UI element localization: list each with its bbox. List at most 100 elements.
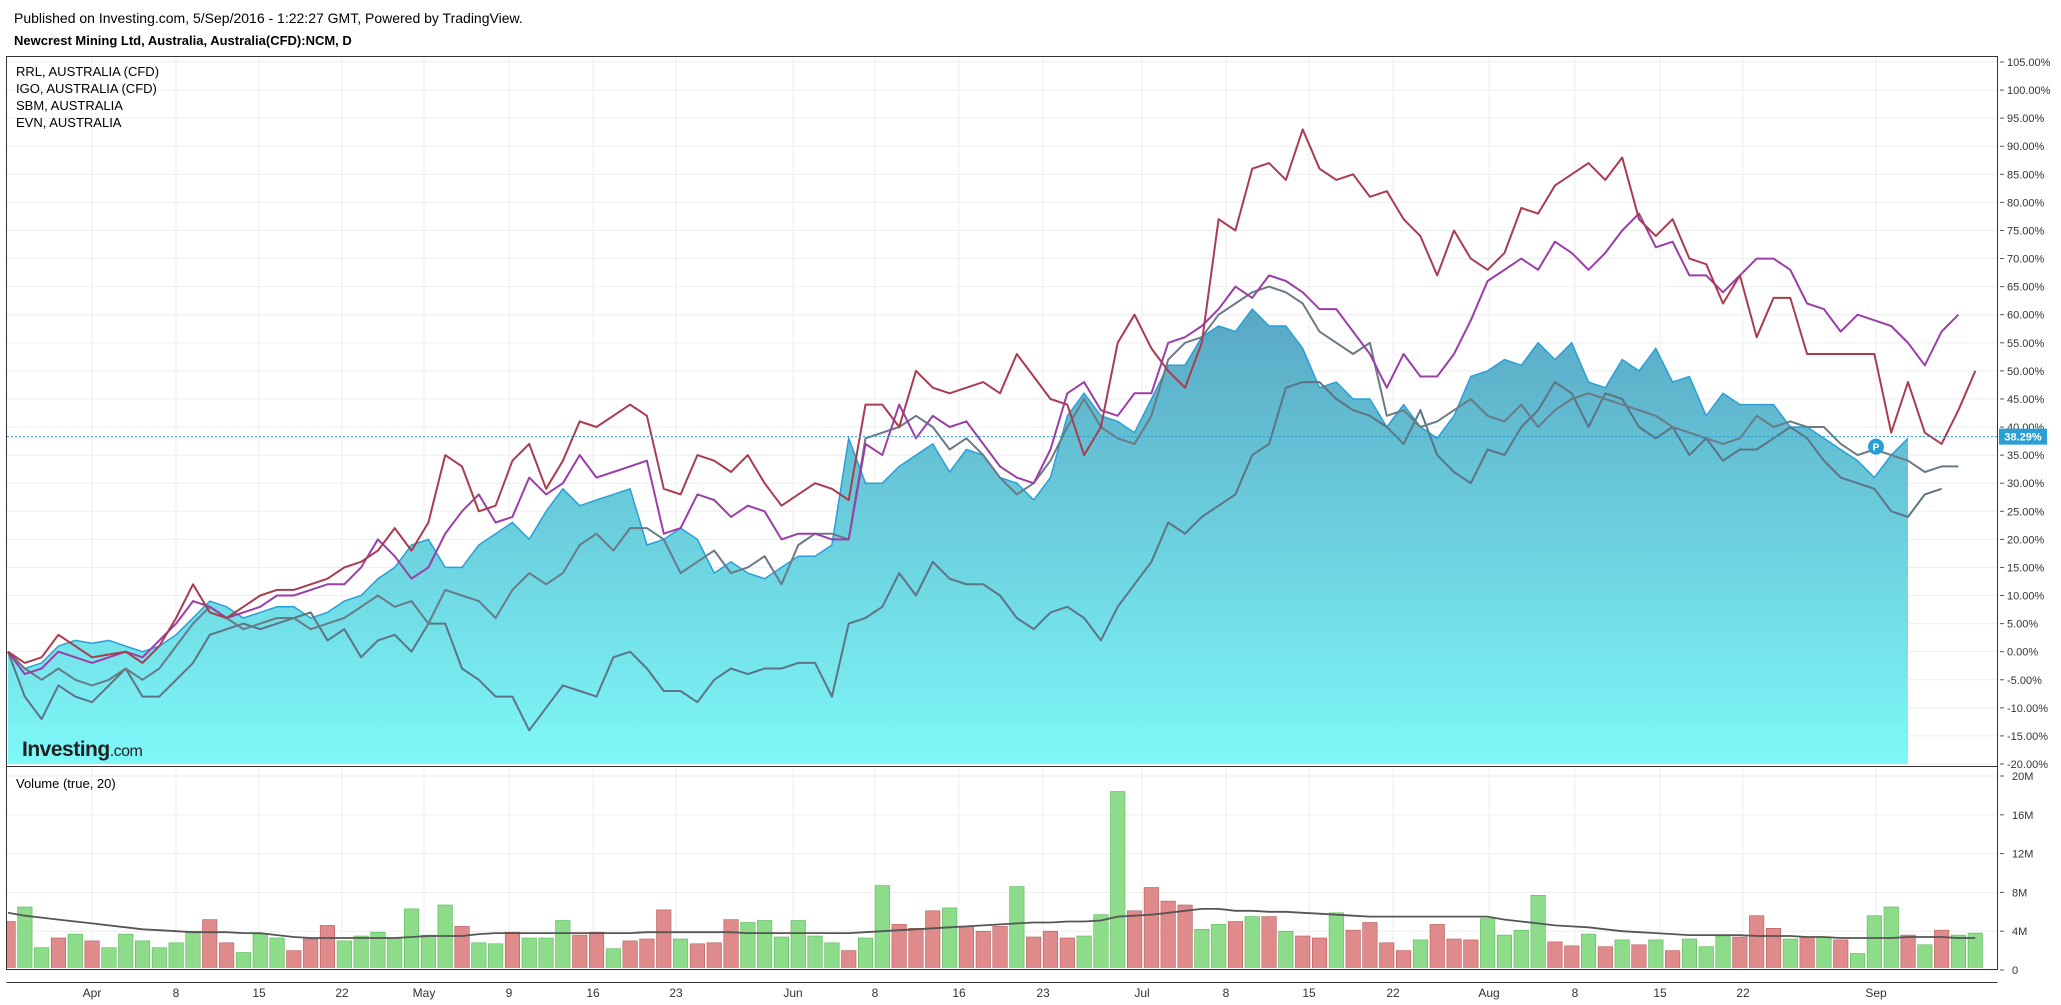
volume-bar xyxy=(975,930,991,968)
volume-bar xyxy=(1278,930,1294,968)
volume-y-tick-label: 8M xyxy=(2012,887,2027,899)
volume-bar xyxy=(1480,918,1496,968)
volume-bar xyxy=(773,936,790,968)
x-tick-label: 22 xyxy=(1736,986,1750,1000)
legend-item-igo[interactable]: IGO, AUSTRALIA (CFD) xyxy=(16,81,157,96)
volume-bar xyxy=(1076,935,1092,968)
volume-bar xyxy=(1009,886,1025,968)
volume-bar xyxy=(1833,939,1849,968)
y-tick-label: -20.00% xyxy=(2007,759,2048,771)
volume-bar xyxy=(891,924,907,968)
volume-bar xyxy=(1530,894,1546,968)
volume-bar xyxy=(639,938,655,968)
volume-bar xyxy=(1581,933,1597,968)
volume-bar xyxy=(790,920,806,968)
volume-bar xyxy=(1816,936,1832,968)
axes: Apr 8 15 22 May 9 16 23 Jun 8 16 23 Jul 8 15 22 Aug 8 15 22… xyxy=(83,57,2051,1000)
volume-bar xyxy=(925,910,941,968)
volume-bar xyxy=(1715,935,1731,968)
series-line-rrl xyxy=(7,128,1977,664)
volume-bar xyxy=(1362,922,1378,968)
series-line-sbm xyxy=(7,285,1959,687)
volume-bar xyxy=(252,933,268,968)
volume-bar xyxy=(605,948,621,968)
volume-bar xyxy=(488,943,504,968)
volume-bar xyxy=(1143,887,1159,968)
volume-bar xyxy=(1698,946,1714,968)
y-tick-label: 35.00% xyxy=(2007,450,2045,462)
legend-item-rrl[interactable]: RRL, AUSTRALIA (CFD) xyxy=(16,64,160,79)
volume-bar xyxy=(1850,953,1866,968)
volume-bar xyxy=(1396,950,1412,968)
volume-bar xyxy=(942,907,958,968)
volume-bar xyxy=(135,940,151,968)
volume-bar xyxy=(151,947,167,968)
volume-bars-layer xyxy=(7,791,1983,968)
volume-bar xyxy=(1749,915,1765,968)
volume-bar xyxy=(286,950,302,968)
brand-suffix: .com xyxy=(109,743,143,760)
volume-bar xyxy=(437,904,453,968)
x-tick-label: Jul xyxy=(1134,986,1149,1000)
volume-bar xyxy=(1295,935,1311,968)
y-tick-label: 10.00% xyxy=(2007,591,2045,603)
legend-item-evn[interactable]: EVN, AUSTRALIA xyxy=(16,115,122,130)
y-tick-label: 65.00% xyxy=(2007,282,2045,294)
volume-bar xyxy=(958,926,975,968)
volume-bar xyxy=(1866,915,1882,968)
y-tick-label: -15.00% xyxy=(2007,731,2048,743)
pin-icon-label: P xyxy=(1873,443,1880,454)
volume-bar xyxy=(1042,930,1058,968)
volume-bar xyxy=(588,931,605,968)
volume-bar xyxy=(1026,936,1042,968)
volume-bar xyxy=(1345,929,1361,968)
volume-bar xyxy=(101,947,117,968)
volume-bar xyxy=(370,931,386,968)
x-tick-label: Sep xyxy=(1865,986,1887,1000)
x-tick-label: 8 xyxy=(872,986,879,1000)
legend-item-sbm[interactable]: SBM, AUSTRALIA xyxy=(16,98,123,113)
volume-bar xyxy=(1564,945,1580,968)
volume-bar xyxy=(1597,946,1613,968)
volume-bar xyxy=(622,940,638,968)
x-tick-label: May xyxy=(413,986,436,1000)
volume-bar xyxy=(34,947,50,968)
volume-bar xyxy=(656,909,672,968)
x-tick-label: 22 xyxy=(1386,986,1400,1000)
y-tick-label: 90.00% xyxy=(2007,141,2045,153)
last-value-text: 38.29% xyxy=(2004,432,2042,444)
investing-logo: Investing.com xyxy=(22,738,143,762)
x-tick-label: 8 xyxy=(173,986,180,1000)
volume-bar xyxy=(1446,938,1462,968)
volume-bar xyxy=(841,950,857,968)
volume-bar xyxy=(1261,916,1277,968)
volume-bar xyxy=(1648,939,1664,968)
volume-bar xyxy=(1631,944,1647,968)
volume-bar xyxy=(353,935,369,968)
brand-name: Investing xyxy=(22,738,110,761)
volume-bar xyxy=(185,930,201,968)
y-tick-label: 75.00% xyxy=(2007,225,2045,237)
volume-bar xyxy=(1227,921,1243,968)
volume-bar xyxy=(807,935,823,968)
volume-bar xyxy=(1412,939,1428,968)
volume-bar xyxy=(1917,944,1933,968)
volume-bar xyxy=(303,938,319,968)
volume-bar xyxy=(7,921,16,968)
published-caption: Published on Investing.com, 5/Sep/2016 -… xyxy=(14,10,523,26)
volume-bar xyxy=(1934,929,1950,968)
volume-bar xyxy=(908,927,924,968)
x-tick-label: Apr xyxy=(83,986,102,1000)
volume-bar xyxy=(757,920,773,968)
x-tick-label: 15 xyxy=(1302,986,1316,1000)
volume-bar xyxy=(1665,950,1681,968)
volume-bar xyxy=(1496,934,1512,968)
volume-bar xyxy=(202,919,218,968)
volume-bar xyxy=(1547,941,1563,968)
volume-bar xyxy=(50,937,67,968)
volume-bar xyxy=(454,926,470,968)
y-tick-label: 70.00% xyxy=(2007,254,2045,266)
volume-bar xyxy=(387,937,403,968)
x-tick-label: 23 xyxy=(669,986,683,1000)
